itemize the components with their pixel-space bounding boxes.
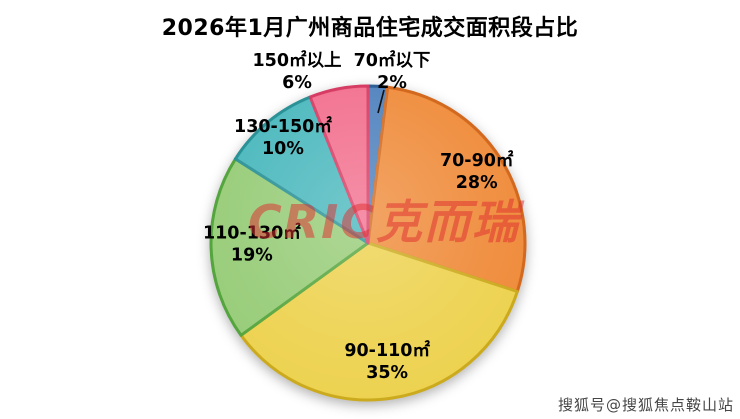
label-leader-line [377,89,385,114]
pie-labels-group: 70㎡以下 2% 70-90㎡ 28% 90-110㎡ 35% 110-130㎡ 19% 130… [203,50,514,383]
chart-title: 2026年1月广州商品住宅成交面积段占比 [161,16,579,41]
slice-label-90-110㎡: 90-110㎡ 35% [344,340,430,383]
slice-label-70-90㎡: 70-90㎡ 28% [440,150,514,193]
pie-sheen-overlay [213,88,523,398]
slice-label-70㎡以下: 70㎡以下 2% [354,50,431,93]
slice-label-130-150㎡: 130-150㎡ 10% [234,116,332,159]
slice-label-110-130㎡: 110-130㎡ 19% [203,223,301,266]
source-credit: 搜狐号@搜狐焦点鞍山站 [557,396,734,414]
slice-label-150㎡以上: 150㎡以上 6% [252,50,341,93]
